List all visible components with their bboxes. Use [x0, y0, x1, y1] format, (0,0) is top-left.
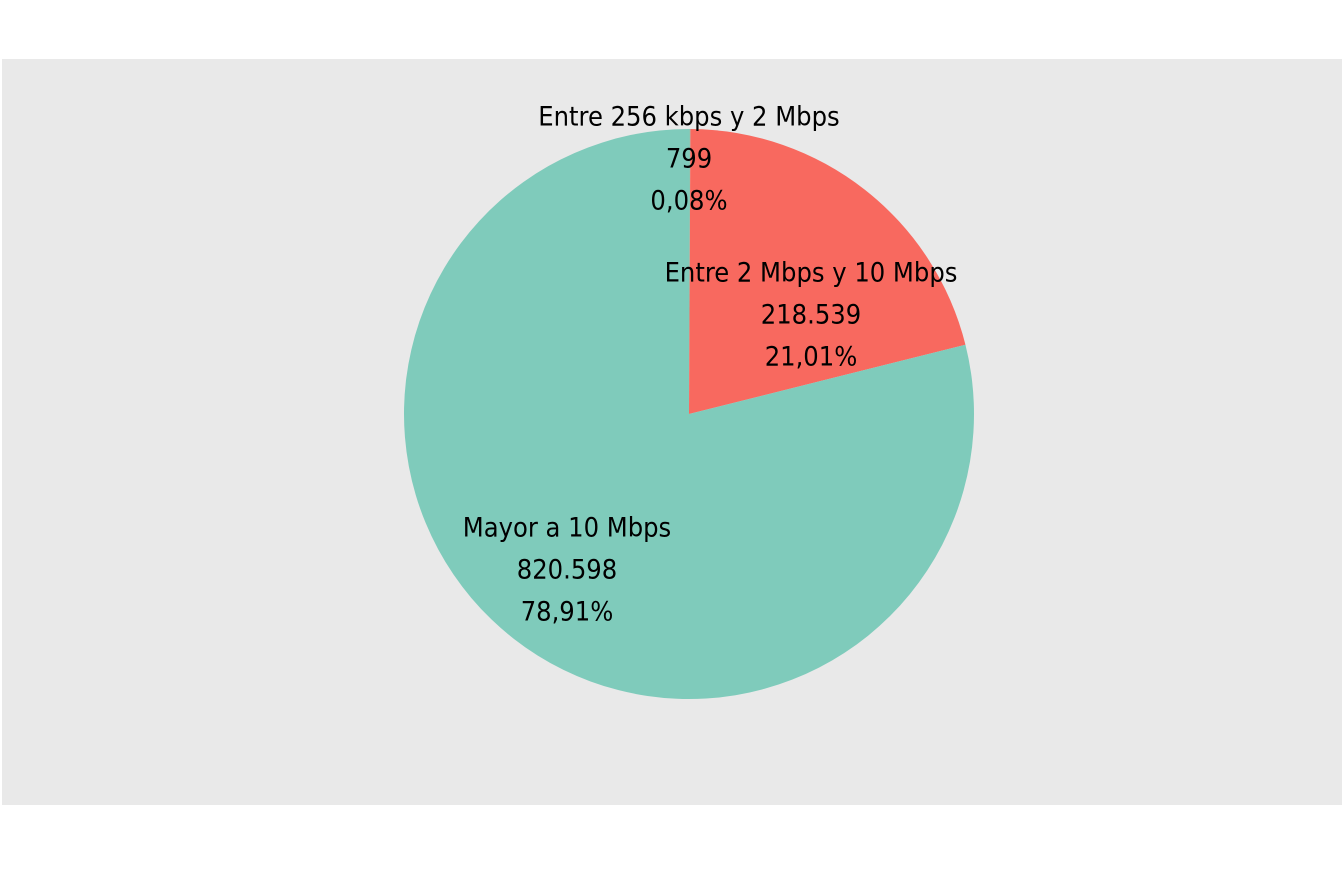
slice-value-label-2: 218.539: [761, 300, 861, 331]
slice-percent-label-3: 78,91%: [521, 597, 614, 628]
pie-slice-2: [689, 129, 966, 414]
pie-slice-1: [689, 129, 691, 414]
slice-name-label-1: Entre 256 kbps y 2 Mbps: [538, 102, 839, 133]
slice-name-label-3: Mayor a 10 Mbps: [463, 513, 671, 544]
labels-layer: Entre 256 kbps y 2 Mbps 799 0,08% Entre 2 M…: [463, 102, 958, 628]
slice-percent-label-2: 21,01%: [765, 342, 858, 373]
slices-layer: [404, 128, 974, 699]
slice-value-label-1: 799: [666, 144, 712, 175]
slice-value-label-3: 820.598: [517, 555, 617, 586]
slice-name-label-2: Entre 2 Mbps y 10 Mbps: [665, 258, 958, 289]
slice-percent-label-1: 0,08%: [650, 186, 727, 217]
pie-slice-3: [404, 128, 974, 699]
